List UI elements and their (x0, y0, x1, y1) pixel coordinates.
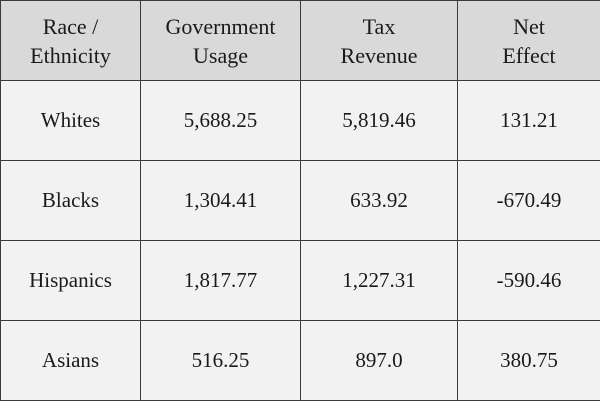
cell-group: Hispanics (1, 241, 141, 321)
header-text-line: Net (458, 12, 600, 41)
table-row: Blacks 1,304.41 633.92 -670.49 (1, 161, 600, 241)
header-text-line: Ethnicity (1, 41, 140, 70)
header-government-usage: Government Usage (141, 1, 301, 81)
cell-net-effect: -670.49 (458, 161, 600, 241)
cell-government-usage: 516.25 (141, 321, 301, 401)
header-text-line: Race / (1, 12, 140, 41)
cell-government-usage: 5,688.25 (141, 81, 301, 161)
cell-net-effect: 380.75 (458, 321, 600, 401)
cell-government-usage: 1,304.41 (141, 161, 301, 241)
table-row: Hispanics 1,817.77 1,227.31 -590.46 (1, 241, 600, 321)
table-row: Whites 5,688.25 5,819.46 131.21 (1, 81, 600, 161)
header-net-effect: Net Effect (458, 1, 600, 81)
cell-net-effect: -590.46 (458, 241, 600, 321)
cell-group: Blacks (1, 161, 141, 241)
header-text-line: Effect (458, 41, 600, 70)
table-header: Race / Ethnicity Government Usage Tax Re… (1, 1, 600, 81)
cell-tax-revenue: 5,819.46 (301, 81, 458, 161)
table-body: Whites 5,688.25 5,819.46 131.21 Blacks 1… (1, 81, 600, 401)
cell-group: Asians (1, 321, 141, 401)
cell-tax-revenue: 633.92 (301, 161, 458, 241)
header-text-line: Usage (141, 41, 300, 70)
header-race-ethnicity: Race / Ethnicity (1, 1, 141, 81)
table-row: Asians 516.25 897.0 380.75 (1, 321, 600, 401)
cell-government-usage: 1,817.77 (141, 241, 301, 321)
header-row: Race / Ethnicity Government Usage Tax Re… (1, 1, 600, 81)
header-text-line: Government (141, 12, 300, 41)
cell-tax-revenue: 897.0 (301, 321, 458, 401)
header-text-line: Revenue (301, 41, 457, 70)
cell-group: Whites (1, 81, 141, 161)
header-tax-revenue: Tax Revenue (301, 1, 458, 81)
header-text-line: Tax (301, 12, 457, 41)
cell-net-effect: 131.21 (458, 81, 600, 161)
cell-tax-revenue: 1,227.31 (301, 241, 458, 321)
